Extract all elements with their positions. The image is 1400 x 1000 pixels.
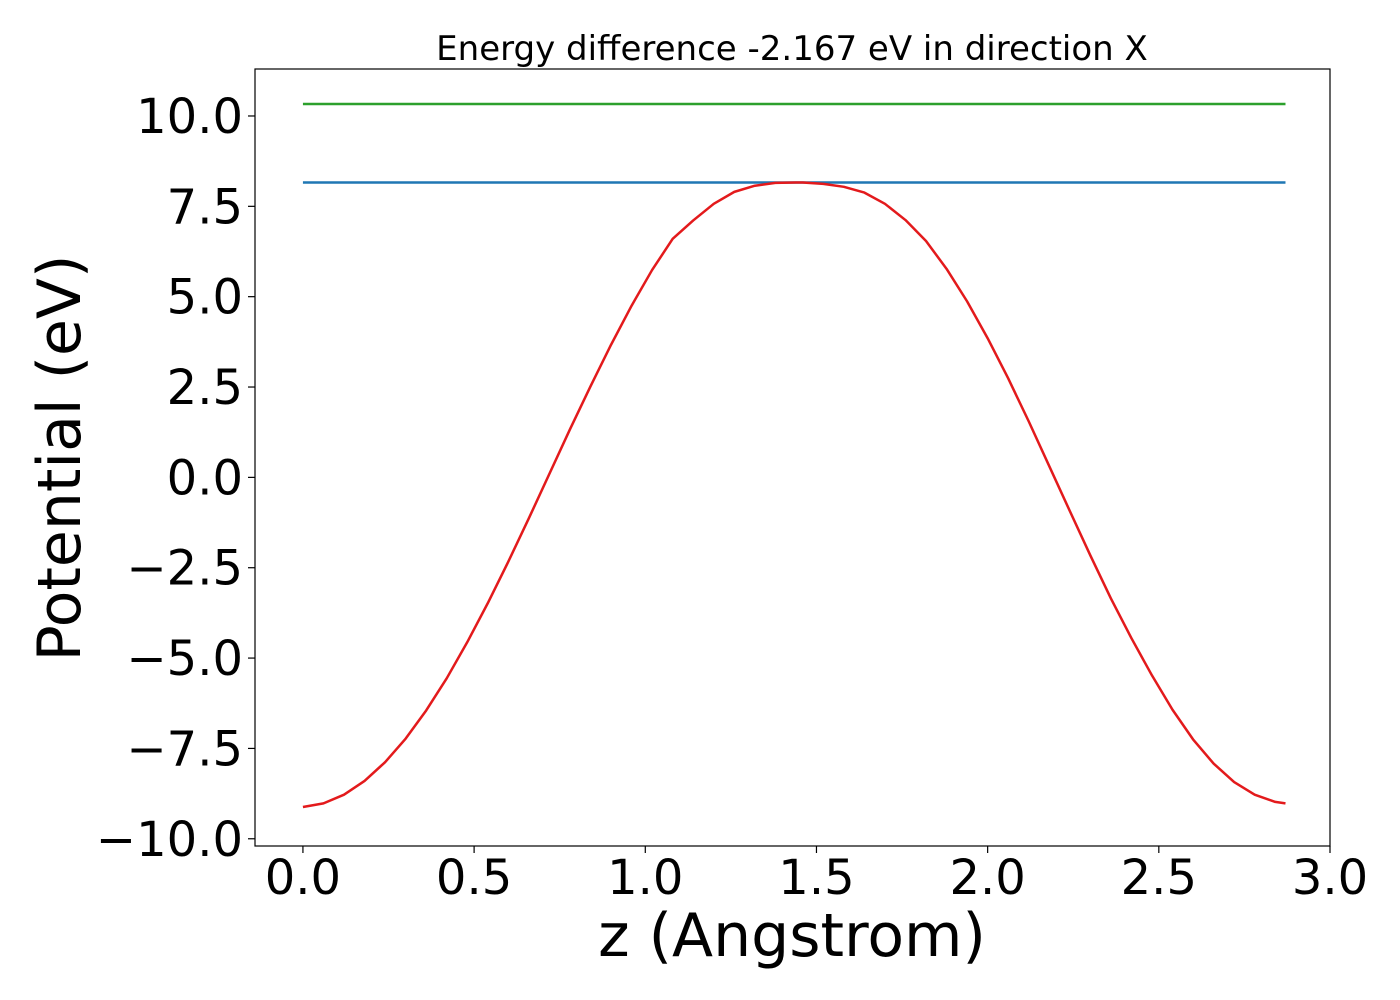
plot-area: 0.0 0.5 1.0 1.5 2.0 2.5 3.0 −10.0 −7.5 −5.0 −2.5 0.… xyxy=(96,68,1368,906)
y-tick-label: −5.0 xyxy=(126,631,243,687)
x-tick-label: 0.0 xyxy=(265,850,341,906)
y-tick-label: 0.0 xyxy=(167,450,243,506)
y-tick-label: −10.0 xyxy=(96,812,243,868)
chart-title: Energy difference -2.167 eV in direction… xyxy=(436,29,1148,69)
y-tick-label: 10.0 xyxy=(136,89,243,145)
x-tick-label: 2.5 xyxy=(1121,850,1197,906)
series-line-3 xyxy=(302,181,1286,809)
x-tick-label: 3.0 xyxy=(1292,850,1368,906)
y-tick-label: −7.5 xyxy=(126,721,243,777)
x-tick-label: 0.5 xyxy=(436,850,512,906)
y-axis-label: Potential (eV) xyxy=(25,255,95,662)
x-tick-label: 1.0 xyxy=(607,850,683,906)
plot-frame xyxy=(254,68,1331,847)
y-tick-label: 5.0 xyxy=(167,270,243,326)
x-tick-label: 1.5 xyxy=(778,850,854,906)
x-tick-label: 2.0 xyxy=(949,850,1025,906)
y-tick-label: 7.5 xyxy=(167,179,243,235)
y-tick-label: 2.5 xyxy=(167,360,243,416)
x-axis-label: z (Angstrom) xyxy=(598,901,986,971)
y-tick-label: −2.5 xyxy=(126,541,243,597)
